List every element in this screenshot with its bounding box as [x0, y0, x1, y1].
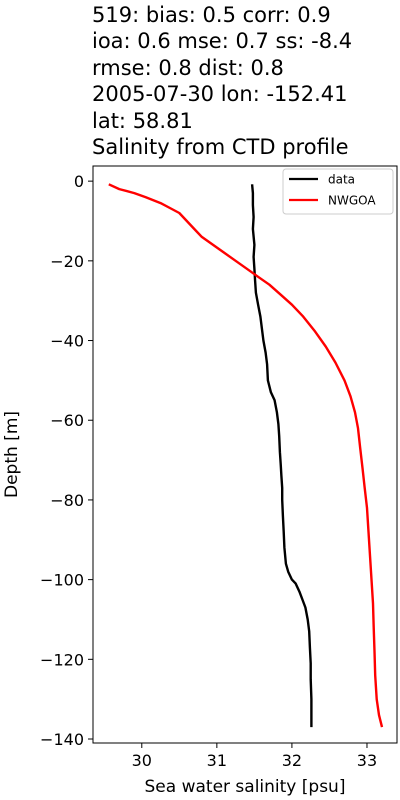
legend-box	[282, 168, 394, 215]
legend-label-data: data	[328, 173, 355, 187]
title-line-2: ioa: 0.6 mse: 0.7 ss: -8.4	[92, 29, 353, 54]
y-tick-label: −60	[50, 411, 84, 430]
x-tick-label: 31	[207, 751, 227, 770]
y-axis-ticks: 0 −20 −40 −60 −80 −100 −120 −140	[40, 172, 93, 749]
legend: data NWGOA	[282, 168, 394, 215]
title-line-6: Salinity from CTD profile	[92, 135, 349, 160]
title-line-1: 519: bias: 0.5 corr: 0.9	[92, 3, 331, 27]
chart-title: 519: bias: 0.5 corr: 0.9 ioa: 0.6 mse: 0…	[92, 2, 352, 160]
y-tick-label: −20	[50, 252, 84, 271]
y-tick-label: 0	[74, 172, 84, 191]
x-axis-ticks: 30 31 32 33	[132, 743, 377, 770]
x-tick-label: 32	[282, 751, 302, 770]
y-tick-label: −40	[50, 332, 84, 351]
y-tick-label: −100	[40, 571, 84, 590]
title-line-5: lat: 58.81	[92, 108, 193, 133]
x-tick-label: 30	[132, 751, 152, 770]
y-tick-label: −120	[40, 650, 84, 669]
series-line-data	[250, 184, 313, 728]
y-axis-label: Depth [m]	[2, 411, 22, 498]
legend-label-nwgoa: NWGOA	[328, 194, 376, 208]
x-axis-label: Sea water salinity [psu]	[145, 777, 346, 797]
x-tick-label: 33	[357, 751, 377, 770]
series-layer	[108, 183, 384, 728]
axes-frame	[92, 165, 398, 744]
series-line-nwgoa	[108, 183, 384, 728]
y-tick-label: −80	[50, 491, 84, 510]
title-line-4: 2005-07-30 lon: -152.41	[92, 82, 348, 107]
title-line-3: rmse: 0.8 dist: 0.8	[92, 55, 284, 80]
y-tick-label: −140	[40, 730, 84, 749]
